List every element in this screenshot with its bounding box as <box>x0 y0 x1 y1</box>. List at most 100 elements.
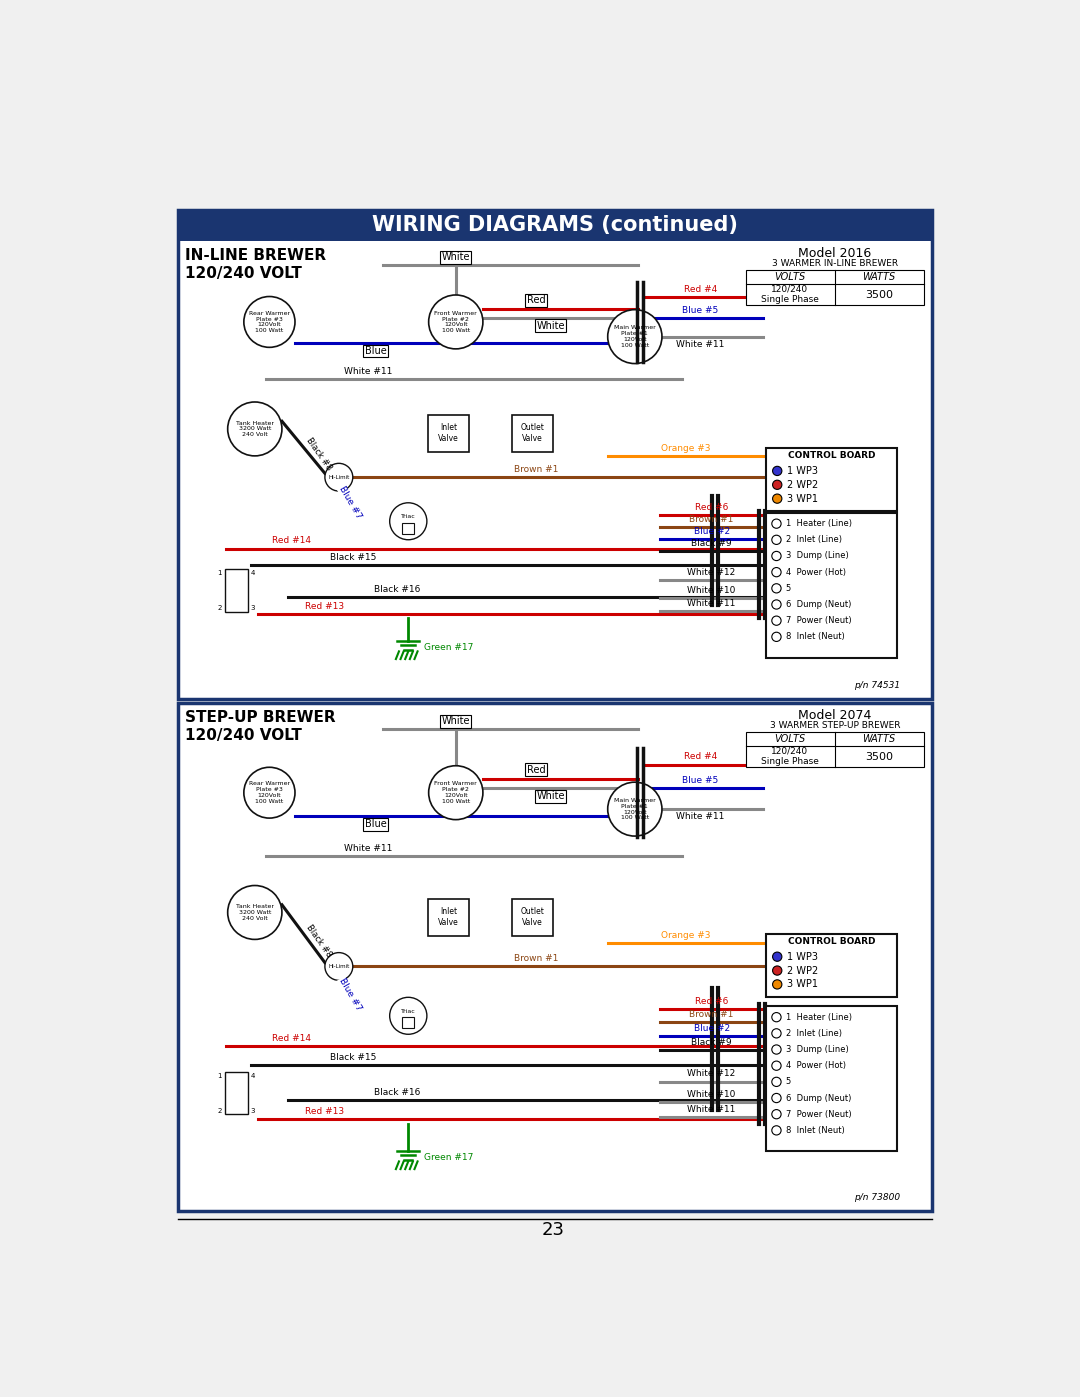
Circle shape <box>772 633 781 641</box>
Text: Green #17: Green #17 <box>423 1153 473 1162</box>
Circle shape <box>244 296 295 348</box>
Circle shape <box>772 495 782 503</box>
Circle shape <box>772 1013 781 1021</box>
Text: 3 WP1: 3 WP1 <box>786 979 818 989</box>
Text: 5: 5 <box>786 1077 791 1087</box>
Text: CONTROL BOARD: CONTROL BOARD <box>787 451 875 460</box>
Text: Blue #5: Blue #5 <box>683 775 718 785</box>
Text: Red: Red <box>527 296 545 306</box>
Text: 3  Dump (Line): 3 Dump (Line) <box>786 552 849 560</box>
Bar <box>512 415 553 451</box>
Text: Red #6: Red #6 <box>694 503 728 511</box>
Text: White #12: White #12 <box>688 569 735 577</box>
Circle shape <box>772 520 781 528</box>
Bar <box>767 513 896 658</box>
Text: Inlet
Valve: Inlet Valve <box>438 423 459 443</box>
Text: 3500: 3500 <box>865 752 893 761</box>
Bar <box>177 703 932 1211</box>
Text: WIRING DIAGRAMS (continued): WIRING DIAGRAMS (continued) <box>372 215 738 235</box>
Text: 3500: 3500 <box>865 289 893 300</box>
Text: STEP-UP BREWER
120/240 VOLT: STEP-UP BREWER 120/240 VOLT <box>186 711 336 743</box>
Text: Red #13: Red #13 <box>305 602 343 610</box>
Text: 3: 3 <box>251 1108 255 1113</box>
Circle shape <box>772 616 781 626</box>
Text: 2 WP2: 2 WP2 <box>786 965 818 975</box>
Text: 2: 2 <box>217 605 221 610</box>
Text: Red #13: Red #13 <box>305 1106 343 1116</box>
Circle shape <box>244 767 295 819</box>
Text: Rear Warmer
Plate #3
120Volt
100 Watt: Rear Warmer Plate #3 120Volt 100 Watt <box>248 781 291 803</box>
Text: Blue #5: Blue #5 <box>683 306 718 314</box>
Text: Black #9: Black #9 <box>691 1038 732 1046</box>
Text: 120/240
Single Phase: 120/240 Single Phase <box>761 285 819 305</box>
Text: Black #9: Black #9 <box>691 539 732 549</box>
Bar <box>429 898 469 936</box>
Circle shape <box>608 782 662 835</box>
Text: 3 WP1: 3 WP1 <box>786 493 818 504</box>
Text: 5: 5 <box>786 584 791 592</box>
Circle shape <box>772 1045 781 1055</box>
Text: White #11: White #11 <box>676 339 725 349</box>
Text: Blue #7: Blue #7 <box>337 977 363 1013</box>
Circle shape <box>608 310 662 363</box>
Bar <box>225 1071 248 1115</box>
Circle shape <box>772 552 781 560</box>
Text: Rear Warmer
Plate #3
120Volt
100 Watt: Rear Warmer Plate #3 120Volt 100 Watt <box>248 310 291 332</box>
Text: Main Warmer
Plate #1
120Volt
100 Watt: Main Warmer Plate #1 120Volt 100 Watt <box>613 326 656 348</box>
Text: 23: 23 <box>542 1221 565 1239</box>
Text: Brown #1: Brown #1 <box>689 515 733 524</box>
Text: 1 WP3: 1 WP3 <box>786 467 818 476</box>
Text: Green #17: Green #17 <box>423 643 473 652</box>
Text: Front Warmer
Plate #2
120Volt
100 Watt: Front Warmer Plate #2 120Volt 100 Watt <box>434 781 477 803</box>
Text: Inlet
Valve: Inlet Valve <box>438 908 459 926</box>
Text: Black #15: Black #15 <box>330 553 377 562</box>
Text: 6  Dump (Neut): 6 Dump (Neut) <box>786 1094 851 1102</box>
Bar <box>767 933 896 996</box>
Text: Blue #2: Blue #2 <box>693 527 730 536</box>
Text: Orange #3: Orange #3 <box>661 444 711 453</box>
Circle shape <box>325 953 353 981</box>
Text: White #11: White #11 <box>687 1105 735 1113</box>
Text: Red #14: Red #14 <box>272 1034 311 1044</box>
Bar <box>225 570 248 612</box>
Text: Blue: Blue <box>365 346 387 356</box>
Circle shape <box>772 1109 781 1119</box>
Text: 1 WP3: 1 WP3 <box>786 951 818 961</box>
Text: Outlet
Valve: Outlet Valve <box>521 908 544 926</box>
Text: CONTROL BOARD: CONTROL BOARD <box>787 937 875 946</box>
Text: 2  Inlet (Line): 2 Inlet (Line) <box>786 1028 841 1038</box>
Text: Red: Red <box>527 764 545 775</box>
Text: Black #8: Black #8 <box>305 436 334 472</box>
Text: White #11: White #11 <box>676 812 725 821</box>
Text: White #11: White #11 <box>343 366 392 376</box>
Text: 2 WP2: 2 WP2 <box>786 479 818 490</box>
Text: Blue #7: Blue #7 <box>337 485 363 520</box>
Text: Tank Heater
3200 Watt
240 Volt: Tank Heater 3200 Watt 240 Volt <box>235 420 274 437</box>
Text: VOLTS: VOLTS <box>774 272 806 282</box>
Bar <box>177 210 932 698</box>
Text: Black #8: Black #8 <box>305 922 334 958</box>
Text: Hi-Limit: Hi-Limit <box>328 475 350 479</box>
Text: 1: 1 <box>217 570 221 576</box>
Text: 6  Dump (Neut): 6 Dump (Neut) <box>786 599 851 609</box>
Bar <box>402 522 415 534</box>
Circle shape <box>772 1094 781 1102</box>
Bar <box>745 732 924 767</box>
Text: White: White <box>442 717 470 726</box>
Text: 3 WARMER STEP-UP BREWER: 3 WARMER STEP-UP BREWER <box>770 721 900 731</box>
Text: 4  Power (Hot): 4 Power (Hot) <box>786 1062 846 1070</box>
Bar <box>767 448 896 511</box>
Text: Brown #1: Brown #1 <box>514 954 558 964</box>
Text: Red #6: Red #6 <box>694 996 728 1006</box>
Text: Model 2016: Model 2016 <box>798 247 872 260</box>
Text: Front Warmer
Plate #2
120Volt
100 Watt: Front Warmer Plate #2 120Volt 100 Watt <box>434 310 477 332</box>
Text: Model 2074: Model 2074 <box>798 708 872 722</box>
Text: 4: 4 <box>251 1073 255 1078</box>
Text: White #11: White #11 <box>687 599 735 609</box>
Circle shape <box>429 766 483 820</box>
Bar <box>429 415 469 451</box>
Text: 7  Power (Neut): 7 Power (Neut) <box>786 1109 851 1119</box>
Circle shape <box>228 886 282 939</box>
Circle shape <box>772 979 782 989</box>
Text: Brown #1: Brown #1 <box>514 465 558 474</box>
